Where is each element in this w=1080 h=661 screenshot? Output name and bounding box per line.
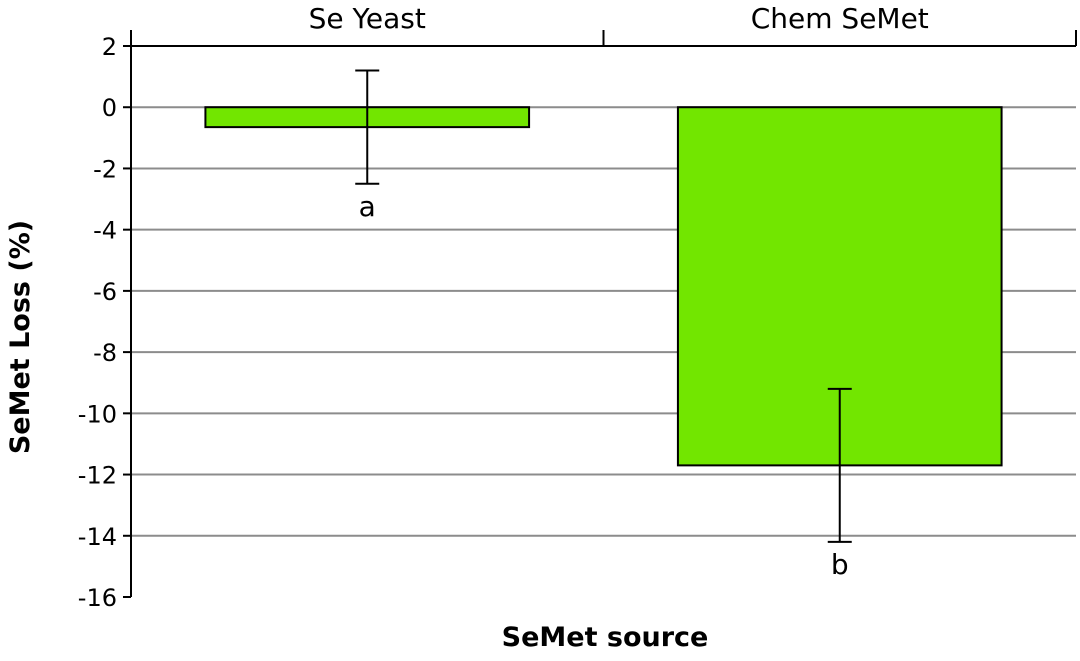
significance-letter: a <box>359 190 376 223</box>
y-tick-label: -14 <box>78 523 117 551</box>
labels: SeMet Loss (%) SeMet source 2 0 -2 -4 -6 -8 -1… <box>5 2 929 653</box>
x-axis-title: SeMet source <box>502 622 709 653</box>
category-label: Se Yeast <box>309 2 426 35</box>
y-tick-label: 0 <box>102 94 117 122</box>
category-label: Chem SeMet <box>751 2 929 35</box>
axes <box>123 30 1077 598</box>
y-tick-label: -12 <box>78 462 117 490</box>
y-tick-label: -6 <box>93 278 117 306</box>
y-tick-label: -10 <box>78 400 117 428</box>
y-axis-title: SeMet Loss (%) <box>5 220 36 454</box>
y-tick-label: -4 <box>93 217 117 245</box>
y-tick-label: -16 <box>78 584 117 612</box>
y-tick-label: -8 <box>93 339 117 367</box>
y-tick-label: -2 <box>93 155 117 183</box>
bars <box>204 69 1003 543</box>
y-tick-label: 2 <box>102 33 117 61</box>
significance-letter: b <box>831 548 849 581</box>
